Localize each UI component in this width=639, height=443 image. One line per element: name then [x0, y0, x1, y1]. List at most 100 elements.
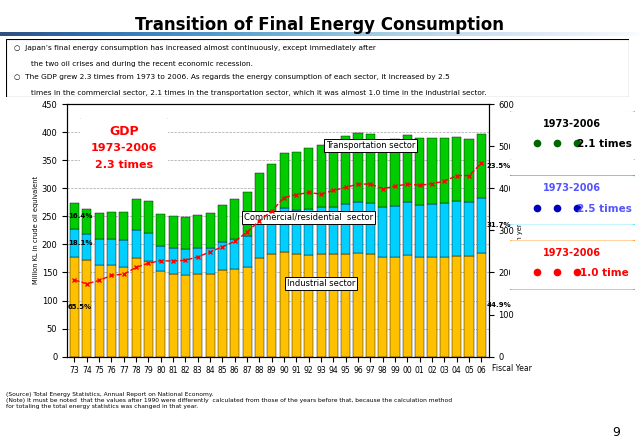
Bar [107, 265, 116, 357]
Y-axis label: Trillion yen  GDP: Trillion yen GDP [517, 203, 523, 258]
FancyBboxPatch shape [507, 175, 637, 226]
Bar [156, 245, 166, 271]
FancyBboxPatch shape [77, 117, 171, 180]
Y-axis label: Million KL in crude oil equivalent: Million KL in crude oil equivalent [33, 176, 39, 284]
Bar [193, 215, 203, 248]
Bar [353, 253, 363, 357]
Bar [390, 206, 400, 257]
Text: ○  The GDP grew 2.3 times from 1973 to 2006. As regards the energy consumption o: ○ The GDP grew 2.3 times from 1973 to 20… [14, 74, 450, 80]
Bar [390, 257, 400, 357]
Text: 1973-2006: 1973-2006 [543, 183, 601, 193]
Bar [366, 134, 375, 203]
Bar [440, 203, 449, 257]
Text: times in the commercial sector, 2.1 times in the transportation sector, which it: times in the commercial sector, 2.1 time… [31, 89, 487, 96]
Bar [279, 153, 289, 208]
Bar [341, 204, 350, 254]
Text: 1973-2006: 1973-2006 [543, 119, 601, 128]
Text: ○  Japan’s final energy consumption has increased almost continuously, except im: ○ Japan’s final energy consumption has i… [14, 45, 376, 51]
Bar [255, 222, 264, 258]
Bar [279, 252, 289, 357]
Bar [206, 274, 215, 357]
Bar [403, 135, 412, 202]
Bar [70, 229, 79, 257]
Text: 1973-2006: 1973-2006 [543, 248, 601, 258]
Text: the two oil crises and during the recent economic recession.: the two oil crises and during the recent… [31, 61, 253, 67]
Bar [206, 213, 215, 248]
Bar [477, 253, 486, 357]
Bar [267, 215, 277, 254]
Bar [169, 274, 178, 357]
Bar [452, 256, 461, 357]
FancyBboxPatch shape [507, 110, 637, 161]
Bar [193, 274, 203, 357]
Bar [169, 248, 178, 274]
Bar [119, 241, 128, 267]
Bar [95, 239, 104, 265]
Text: 44.9%: 44.9% [487, 302, 511, 308]
Bar [329, 254, 338, 357]
Text: 2.1 times: 2.1 times [577, 139, 632, 149]
Bar [477, 198, 486, 253]
Bar [144, 261, 153, 357]
Bar [329, 141, 338, 207]
Bar [107, 239, 116, 265]
Bar [218, 241, 227, 270]
Bar [218, 270, 227, 357]
Bar [267, 254, 277, 357]
Bar [465, 202, 473, 256]
Bar [427, 138, 436, 204]
Bar [477, 134, 486, 198]
Bar [452, 201, 461, 256]
Bar [427, 257, 436, 357]
Bar [267, 163, 277, 215]
Bar [316, 144, 326, 207]
Text: 16.4%: 16.4% [68, 214, 92, 219]
Bar [243, 236, 252, 268]
Text: 65.5%: 65.5% [68, 303, 92, 310]
Text: 2.5 times: 2.5 times [577, 204, 632, 214]
Bar [243, 268, 252, 357]
Bar [119, 267, 128, 357]
Bar [292, 210, 301, 254]
Text: 9: 9 [612, 426, 620, 439]
Bar [378, 207, 387, 257]
Bar [316, 207, 326, 254]
Text: 2.3 times: 2.3 times [95, 160, 153, 170]
Bar [440, 257, 449, 357]
Bar [82, 234, 91, 260]
Bar [292, 254, 301, 357]
Bar [132, 230, 141, 258]
Bar [329, 207, 338, 254]
Bar [181, 275, 190, 357]
Bar [82, 260, 91, 357]
Bar [427, 204, 436, 257]
Bar [70, 257, 79, 357]
Bar [341, 136, 350, 204]
Bar [230, 268, 240, 357]
Bar [144, 233, 153, 261]
Bar [218, 205, 227, 241]
Bar [181, 249, 190, 275]
Bar [70, 203, 79, 229]
Text: 18.1%: 18.1% [68, 240, 92, 246]
Bar [415, 138, 424, 205]
Bar [82, 209, 91, 234]
Bar [440, 138, 449, 203]
Bar [378, 257, 387, 357]
Bar [230, 199, 240, 239]
Bar [255, 258, 264, 357]
Bar [279, 208, 289, 252]
Bar [95, 213, 104, 239]
Bar [452, 136, 461, 201]
Bar [366, 254, 375, 357]
Bar [107, 212, 116, 239]
Bar [132, 199, 141, 230]
Bar [156, 271, 166, 357]
Text: (Source) Total Energy Statistics, Annual Report on National Economy.
(Note) It m: (Source) Total Energy Statistics, Annual… [6, 392, 452, 408]
Text: Transition of Final Energy Consumption: Transition of Final Energy Consumption [135, 16, 504, 34]
Bar [366, 203, 375, 254]
Bar [243, 192, 252, 236]
Bar [353, 202, 363, 253]
Bar [465, 140, 473, 202]
Text: 31.7%: 31.7% [487, 222, 511, 228]
